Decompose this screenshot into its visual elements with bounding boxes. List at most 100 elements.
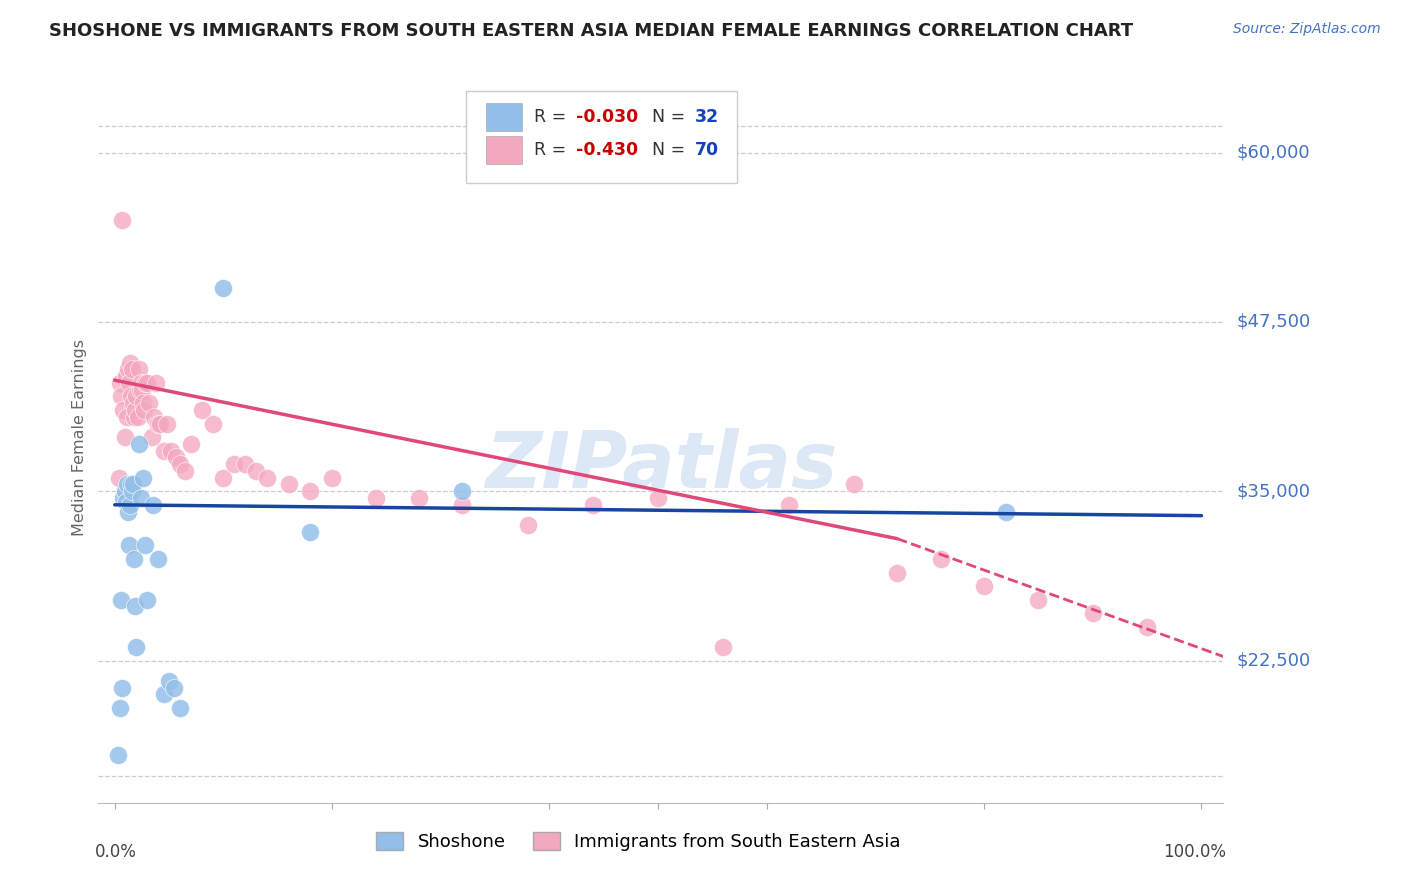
Point bbox=[364, 491, 387, 505]
Text: -0.430: -0.430 bbox=[576, 141, 638, 160]
Point bbox=[128, 362, 150, 376]
Point bbox=[114, 430, 136, 444]
Point bbox=[111, 681, 134, 695]
Point bbox=[190, 403, 212, 417]
Point bbox=[118, 355, 141, 369]
Point bbox=[711, 640, 734, 654]
Point bbox=[165, 450, 187, 465]
Point bbox=[148, 417, 170, 431]
Point bbox=[163, 681, 186, 695]
Point bbox=[121, 362, 143, 376]
Point bbox=[114, 369, 136, 384]
Legend: Shoshone, Immigrants from South Eastern Asia: Shoshone, Immigrants from South Eastern … bbox=[368, 824, 908, 858]
Point bbox=[299, 484, 322, 499]
Text: 70: 70 bbox=[695, 141, 718, 160]
Point bbox=[145, 376, 167, 390]
Point bbox=[1028, 592, 1050, 607]
Point bbox=[122, 477, 145, 491]
Point bbox=[994, 505, 1017, 519]
Point bbox=[929, 552, 952, 566]
Point bbox=[152, 443, 174, 458]
Point bbox=[110, 592, 132, 607]
Point bbox=[124, 552, 146, 566]
Point bbox=[1136, 620, 1159, 634]
Point bbox=[125, 640, 148, 654]
Point bbox=[451, 484, 474, 499]
Point bbox=[212, 281, 235, 295]
Point bbox=[778, 498, 800, 512]
Point bbox=[118, 376, 141, 390]
Point bbox=[117, 505, 139, 519]
Point bbox=[149, 417, 172, 431]
Point bbox=[152, 688, 174, 702]
Point bbox=[201, 417, 224, 431]
Point bbox=[321, 471, 343, 485]
Point bbox=[120, 389, 142, 403]
Point bbox=[114, 495, 136, 509]
FancyBboxPatch shape bbox=[486, 136, 523, 164]
Point bbox=[121, 484, 143, 499]
Text: Source: ZipAtlas.com: Source: ZipAtlas.com bbox=[1233, 22, 1381, 37]
Point bbox=[451, 498, 474, 512]
Text: 32: 32 bbox=[695, 108, 718, 126]
Point bbox=[125, 389, 148, 403]
Text: R =: R = bbox=[534, 108, 571, 126]
Point bbox=[124, 599, 146, 614]
Point bbox=[114, 484, 136, 499]
Point bbox=[169, 701, 191, 715]
Point bbox=[886, 566, 908, 580]
Point bbox=[647, 491, 669, 505]
Point bbox=[169, 457, 191, 471]
Point bbox=[129, 491, 152, 505]
Point bbox=[108, 471, 131, 485]
Point bbox=[132, 471, 155, 485]
Point bbox=[131, 383, 153, 397]
Point bbox=[256, 471, 278, 485]
Point bbox=[134, 538, 156, 552]
Point bbox=[299, 524, 322, 539]
Point bbox=[118, 538, 141, 552]
Point bbox=[245, 464, 267, 478]
Point bbox=[174, 464, 197, 478]
Point bbox=[212, 471, 235, 485]
Point bbox=[112, 491, 135, 505]
Point bbox=[128, 383, 150, 397]
Point bbox=[142, 498, 165, 512]
Point bbox=[110, 389, 132, 403]
Point bbox=[108, 701, 131, 715]
Point bbox=[134, 376, 156, 390]
FancyBboxPatch shape bbox=[467, 91, 737, 183]
Point bbox=[117, 362, 139, 376]
Point bbox=[842, 477, 865, 491]
Point bbox=[112, 403, 135, 417]
Point bbox=[156, 417, 179, 431]
FancyBboxPatch shape bbox=[486, 103, 523, 130]
Point bbox=[138, 396, 160, 410]
Text: ZIPatlas: ZIPatlas bbox=[485, 428, 837, 504]
Point bbox=[516, 518, 538, 533]
Point bbox=[1081, 606, 1104, 620]
Point bbox=[142, 409, 165, 424]
Point bbox=[277, 477, 299, 491]
Point bbox=[115, 409, 138, 424]
Point bbox=[160, 443, 183, 458]
Text: $22,500: $22,500 bbox=[1237, 651, 1310, 670]
Point bbox=[127, 409, 149, 424]
Point bbox=[115, 477, 138, 491]
Text: $35,000: $35,000 bbox=[1237, 483, 1310, 500]
Text: R =: R = bbox=[534, 141, 571, 160]
Point bbox=[973, 579, 995, 593]
Point bbox=[132, 396, 155, 410]
Point bbox=[107, 748, 129, 763]
Text: N =: N = bbox=[652, 141, 690, 160]
Point bbox=[132, 403, 155, 417]
Point bbox=[122, 396, 145, 410]
Point bbox=[157, 673, 180, 688]
Text: $60,000: $60,000 bbox=[1237, 144, 1310, 161]
Text: SHOSHONE VS IMMIGRANTS FROM SOUTH EASTERN ASIA MEDIAN FEMALE EARNINGS CORRELATIO: SHOSHONE VS IMMIGRANTS FROM SOUTH EASTER… bbox=[49, 22, 1133, 40]
Point bbox=[408, 491, 430, 505]
Text: -0.030: -0.030 bbox=[576, 108, 638, 126]
Point bbox=[108, 376, 131, 390]
Point bbox=[141, 430, 163, 444]
Text: N =: N = bbox=[652, 108, 690, 126]
